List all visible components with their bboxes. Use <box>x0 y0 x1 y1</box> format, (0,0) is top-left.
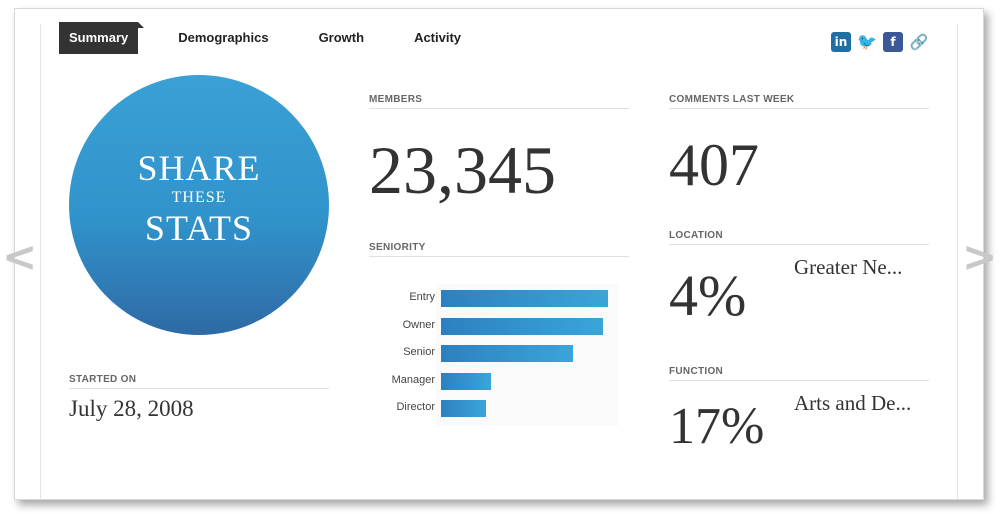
location-label: LOCATION <box>669 230 929 245</box>
tab-growth[interactable]: Growth <box>318 30 365 45</box>
started-on-label: STARTED ON <box>69 374 329 389</box>
linkedin-icon[interactable]: in <box>831 32 851 52</box>
location-value: 4% <box>669 263 747 328</box>
function-name: Arts and De... <box>794 391 912 415</box>
bar-director[interactable] <box>441 400 486 417</box>
members-label: MEMBERS <box>369 94 629 109</box>
bar-manager[interactable] <box>441 373 491 390</box>
bar-senior[interactable] <box>441 345 573 362</box>
tab-demographics[interactable]: Demographics <box>178 30 269 45</box>
bar-label-senior: Senior <box>403 346 435 358</box>
tab-activity[interactable]: Activity <box>414 30 462 45</box>
bar-owner[interactable] <box>441 318 603 335</box>
share-line-2: THESE <box>171 189 227 206</box>
link-icon[interactable]: 🔗 <box>909 33 929 51</box>
share-line-3: STATS <box>144 208 254 248</box>
twitter-icon[interactable]: 🐦 <box>857 32 877 51</box>
seniority-label: SENIORITY <box>369 242 629 257</box>
bar-entry[interactable] <box>441 290 608 307</box>
facebook-icon[interactable]: f <box>883 32 903 52</box>
share-line-1: SHARE <box>137 148 261 188</box>
comments-value: 407 <box>669 132 759 198</box>
bar-label-manager: Manager <box>391 374 435 386</box>
started-on-value: July 28, 2008 <box>69 396 194 421</box>
tab-summary[interactable]: Summary <box>59 22 145 54</box>
location-name: Greater Ne... <box>794 255 903 279</box>
tab-bar: Summary Demographics Growth Activity <box>59 22 501 54</box>
social-share-bar: in 🐦 f 🔗 <box>831 32 929 52</box>
bar-label-director: Director <box>396 401 435 413</box>
comments-label: COMMENTS LAST WEEK <box>669 94 929 109</box>
function-label: FUNCTION <box>669 366 929 381</box>
prev-arrow-icon[interactable]: < <box>2 232 38 281</box>
function-value: 17% <box>669 398 765 455</box>
next-arrow-icon[interactable]: > <box>962 232 998 281</box>
share-stats-button[interactable]: SHARE THESE STATS <box>69 75 329 335</box>
bar-label-entry: Entry <box>409 291 435 303</box>
bar-label-owner: Owner <box>402 319 435 331</box>
members-value: 23,345 <box>369 132 556 208</box>
